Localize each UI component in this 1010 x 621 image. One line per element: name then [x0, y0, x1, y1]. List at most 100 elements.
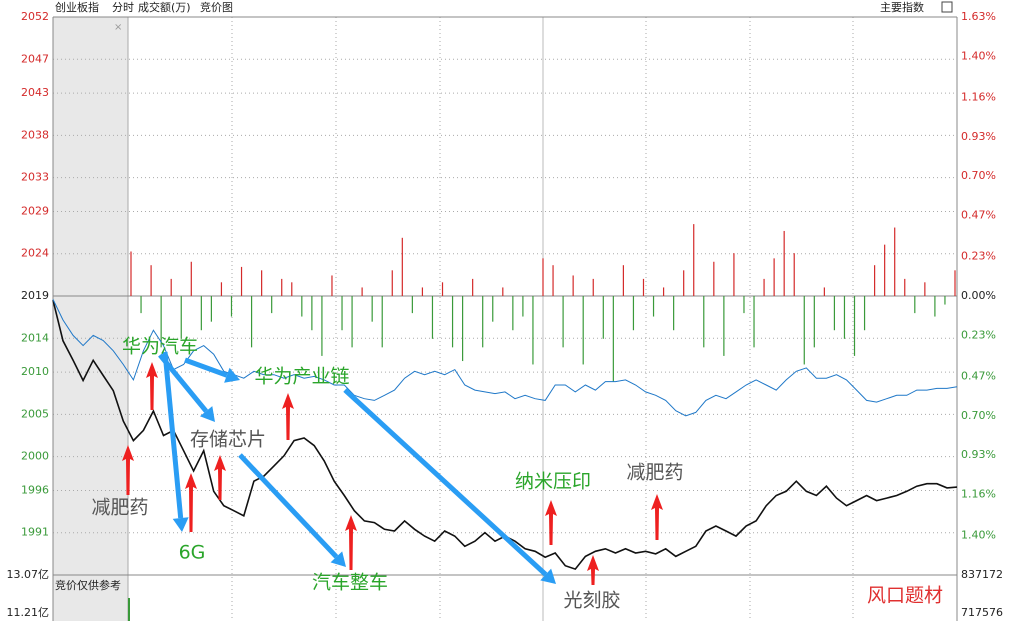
blue-arrow	[184, 357, 228, 378]
volume-bar	[944, 296, 946, 305]
volume-bar	[542, 258, 544, 296]
volume-bar	[371, 296, 373, 322]
volume-bar	[130, 251, 132, 296]
y2-tick-label: 1.16%	[961, 488, 996, 501]
y2-tick-label: 1.40%	[961, 49, 996, 62]
volume-bar	[301, 296, 303, 317]
red-arrow	[587, 555, 599, 585]
blue-arrow-head	[540, 568, 556, 584]
volume-bar	[281, 278, 283, 296]
blue-arrow	[343, 388, 548, 577]
close-icon[interactable]: ×	[114, 22, 122, 33]
volume-bar	[240, 266, 243, 296]
y-tick-label: 1991	[21, 526, 49, 539]
sub-y-tick-label: 11.21亿	[7, 606, 50, 619]
volume-bar	[210, 296, 212, 322]
volume-bar	[602, 296, 604, 339]
volume-bar	[813, 296, 815, 348]
volume-bar	[753, 296, 755, 348]
volume-bar	[783, 230, 785, 296]
volume-bar	[693, 224, 695, 296]
volume-bar	[261, 270, 263, 296]
annotation: 存储芯片	[190, 429, 266, 451]
menu-icon[interactable]	[941, 1, 953, 13]
auction-note: 竞价仅供参考	[55, 578, 121, 592]
volume-bar	[321, 296, 323, 356]
red-arrow	[345, 515, 357, 570]
volume-bar	[833, 296, 836, 331]
volume-bar	[502, 287, 504, 296]
volume-bar	[431, 296, 434, 339]
volume-bar	[894, 227, 896, 296]
red-arrow	[214, 455, 226, 500]
annotation: 华为汽车	[122, 336, 198, 358]
volume-bar	[673, 296, 675, 331]
volume-bar	[271, 296, 273, 314]
y2-tick-label: 0.93%	[961, 448, 996, 461]
volume-bar	[632, 296, 635, 331]
volume-bar	[843, 296, 846, 339]
volume-bar	[482, 296, 484, 348]
volume-bar	[914, 296, 916, 314]
annotation: 减肥药	[91, 497, 148, 519]
y2-tick-label: 0.23%	[961, 328, 996, 341]
volume-bar	[823, 287, 825, 296]
tab[interactable]: 分时	[112, 1, 134, 14]
y-tick-label: 2014	[21, 331, 49, 344]
tab[interactable]: 竞价图	[200, 0, 233, 14]
volume-bar	[652, 296, 655, 317]
annotation: 光刻胶	[563, 590, 620, 612]
volume-bar	[472, 278, 474, 296]
volume-bar	[451, 296, 454, 348]
y-tick-label: 2033	[21, 171, 49, 184]
volume-bar	[803, 296, 805, 365]
series-line	[52, 299, 958, 417]
volume-bar	[522, 296, 524, 317]
tab[interactable]: 成交额(万)	[138, 0, 191, 14]
volume-bar	[622, 265, 624, 296]
volume-bar	[351, 296, 353, 348]
volume-bar	[723, 296, 725, 356]
y-tick-label: 2043	[21, 86, 49, 99]
blue-arrow-head	[199, 406, 215, 422]
annotation: 减肥药	[626, 462, 683, 484]
blue-arrow	[238, 453, 339, 559]
volume-bar	[703, 296, 705, 348]
red-arrow	[122, 445, 134, 495]
y-tick-label: 2019	[21, 289, 49, 302]
volume-bar	[341, 296, 343, 331]
annotation: 汽车整车	[312, 572, 388, 594]
volume-bar	[220, 282, 223, 296]
menu[interactable]: 主要指数	[880, 0, 924, 14]
annotation: 6G	[179, 542, 206, 564]
volume-bar	[763, 278, 765, 296]
volume-bar	[200, 296, 202, 331]
volume-bar	[250, 296, 253, 348]
volume-bar	[140, 296, 142, 314]
volume-bar	[421, 287, 424, 296]
red-arrow	[651, 494, 663, 540]
volume-bar	[381, 296, 383, 348]
volume-bar	[884, 244, 886, 296]
y2-tick-label: 0.93%	[961, 130, 996, 143]
volume-bar	[361, 287, 363, 296]
volume-bar	[170, 278, 172, 296]
red-arrow	[282, 393, 294, 440]
y2-tick-label: 1.63%	[961, 10, 996, 23]
sub-y2-tick-label: 717576	[961, 606, 1003, 619]
volume-bar	[512, 296, 514, 331]
volume-bar	[743, 296, 745, 314]
volume-bar	[934, 296, 936, 317]
blue-arrow	[158, 353, 209, 413]
volume-bar	[180, 296, 182, 339]
y2-tick-label: 1.16%	[961, 90, 996, 103]
red-arrow	[545, 500, 557, 545]
annotation: 纳米压印	[515, 471, 591, 493]
y-tick-label: 2010	[21, 365, 49, 378]
red-arrow	[146, 362, 158, 410]
y2-tick-label: 0.70%	[961, 409, 996, 422]
grid	[53, 16, 957, 621]
blue-arrow-head	[172, 517, 189, 532]
volume-bar	[331, 275, 333, 296]
